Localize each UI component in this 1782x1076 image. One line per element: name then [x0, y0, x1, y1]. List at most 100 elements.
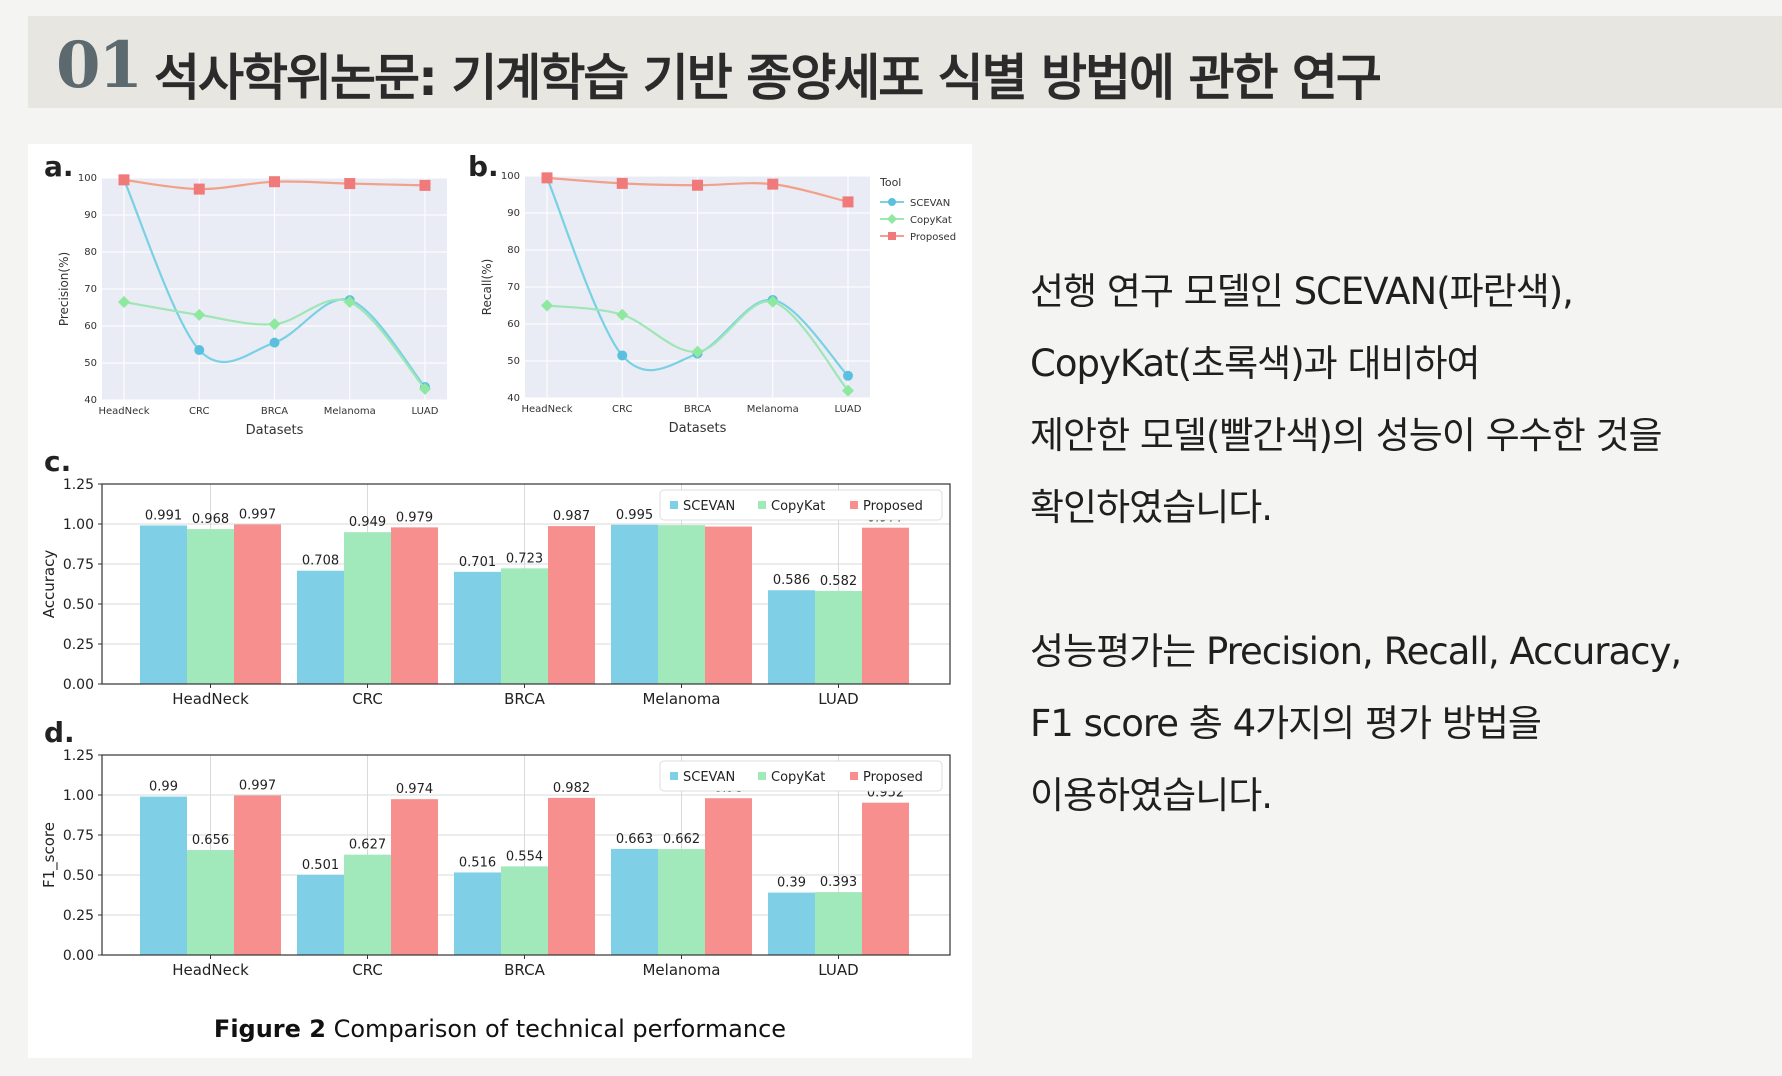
- description-line: 확인하였습니다.: [1030, 486, 1273, 529]
- data-point-copykat: [541, 299, 553, 312]
- legend-label: CopyKat: [771, 499, 825, 514]
- legend-label: SCEVAN: [683, 499, 735, 514]
- y-tick-label: 0.75: [63, 557, 94, 573]
- bar-copykat: [344, 854, 391, 955]
- x-tick-label: HeadNeck: [172, 690, 249, 708]
- y-tick-label: 0.50: [63, 597, 94, 613]
- bar-scevan: [768, 590, 815, 684]
- legend-swatch: [670, 501, 678, 509]
- y-tick-label: 80: [84, 247, 97, 258]
- y-axis-label: F1_score: [40, 822, 59, 888]
- data-point-proposed: [344, 178, 356, 190]
- bar-copykat: [501, 568, 548, 684]
- data-point-scevan: [617, 350, 628, 361]
- data-point-copykat: [842, 384, 854, 397]
- x-tick-label: CRC: [352, 690, 383, 708]
- y-tick-label: 40: [507, 393, 520, 404]
- bar-scevan: [454, 571, 501, 684]
- bar-copykat: [187, 529, 234, 684]
- panel-label: b.: [468, 150, 499, 183]
- x-tick-label: BRCA: [684, 404, 711, 415]
- plot-frame: [101, 483, 951, 685]
- bar-scevan: [454, 872, 501, 955]
- description-paragraph-2: 성능평가는 Precision, Recall, Accuracy, F1 sco…: [1030, 616, 1770, 832]
- data-label: 0.949: [349, 515, 386, 530]
- bar-proposed: [862, 802, 909, 955]
- data-point-proposed: [842, 196, 854, 208]
- data-point-scevan: [194, 345, 205, 356]
- y-tick-label: 40: [84, 395, 97, 406]
- series-line-copykat: [546, 300, 849, 392]
- y-axis-label: Accuracy: [40, 550, 58, 619]
- bar-scevan: [140, 525, 187, 684]
- panel-label: a.: [44, 150, 74, 183]
- y-tick-label: 60: [84, 321, 97, 332]
- legend-swatch: [850, 772, 858, 780]
- y-tick-label: 0.25: [63, 637, 94, 653]
- bar-copykat: [501, 866, 548, 955]
- panel-label: c.: [44, 445, 71, 478]
- data-point-proposed: [118, 174, 130, 186]
- data-label: 0.723: [506, 551, 543, 566]
- data-point-scevan: [843, 370, 853, 381]
- data-label: 0.39: [777, 876, 806, 891]
- description-line: 제안한 모델(빨간색)의 성능이 우수한 것을: [1030, 414, 1663, 457]
- description-line: F1 score 총 4가지의 평가 방법을: [1030, 702, 1542, 745]
- x-tick-label: Melanoma: [642, 690, 720, 708]
- data-label: 0.501: [302, 858, 339, 873]
- bar-proposed: [234, 524, 281, 684]
- y-tick-label: 90: [507, 208, 520, 219]
- data-point-proposed: [541, 172, 553, 184]
- bar-scevan: [611, 848, 658, 955]
- legend-label: Proposed: [910, 232, 956, 243]
- data-label: 0.586: [773, 573, 810, 588]
- data-point-copykat: [193, 308, 206, 321]
- legend-label: CopyKat: [771, 770, 825, 785]
- data-point-proposed: [193, 183, 205, 195]
- description-panel: 선행 연구 모델인 SCEVAN(파란색), CopyKat(초록색)과 대비하여…: [1030, 256, 1770, 904]
- x-tick-label: Melanoma: [747, 404, 799, 415]
- bar-scevan: [611, 524, 658, 684]
- data-point-copykat: [118, 295, 130, 308]
- bar-copykat: [344, 532, 391, 684]
- y-tick-label: 1.25: [63, 477, 94, 493]
- x-tick-label: Melanoma: [324, 406, 376, 417]
- x-tick-label: BRCA: [261, 406, 288, 417]
- data-point-scevan: [269, 337, 280, 348]
- data-point-proposed: [269, 176, 280, 188]
- data-label: 0.701: [459, 555, 496, 570]
- x-tick-label: HeadNeck: [172, 961, 249, 979]
- data-label: 0.627: [349, 838, 386, 853]
- data-label: 0.968: [192, 512, 229, 527]
- bar-proposed: [391, 527, 438, 684]
- legend-marker: [887, 214, 897, 224]
- x-tick-label: CRC: [352, 961, 383, 979]
- data-point-proposed: [419, 179, 431, 191]
- x-tick-label: Melanoma: [642, 961, 720, 979]
- y-tick-label: 1.25: [63, 748, 94, 764]
- bar-copykat: [658, 525, 705, 684]
- y-tick-label: 50: [507, 356, 520, 367]
- bar-scevan: [297, 874, 344, 955]
- title-bar: 01 석사학위논문: 기계학습 기반 종양세포 식별 방법에 관한 연구: [28, 16, 1782, 108]
- description-line: 선행 연구 모델인 SCEVAN(파란색),: [1030, 270, 1574, 313]
- legend-swatch: [758, 772, 766, 780]
- y-tick-label: 1.00: [63, 517, 94, 533]
- x-tick-label: BRCA: [504, 961, 545, 979]
- y-tick-label: 100: [78, 173, 97, 184]
- y-tick-label: 0.00: [63, 948, 94, 964]
- bar-proposed: [862, 527, 909, 684]
- data-label: 0.99: [149, 780, 178, 795]
- x-tick-label: HeadNeck: [521, 404, 572, 415]
- y-axis-label: Recall(%): [480, 259, 494, 316]
- caption-bold: Figure 2: [214, 1015, 326, 1043]
- description-line: CopyKat(초록색)과 대비하여: [1030, 342, 1481, 385]
- figure-svg: a. 40 50 60 70 80 90 100 HeadNeck CRC BRCA Melanoma…: [40, 150, 956, 1043]
- legend-swatch: [670, 772, 678, 780]
- legend-label: SCEVAN: [683, 770, 735, 785]
- legend-box: [659, 489, 943, 521]
- data-point-proposed: [616, 177, 628, 189]
- figure-card: a. 40 50 60 70 80 90 100 HeadNeck CRC BRCA Melanoma…: [28, 144, 972, 1058]
- legend-label: CopyKat: [910, 215, 952, 226]
- y-tick-label: 1.00: [63, 788, 94, 804]
